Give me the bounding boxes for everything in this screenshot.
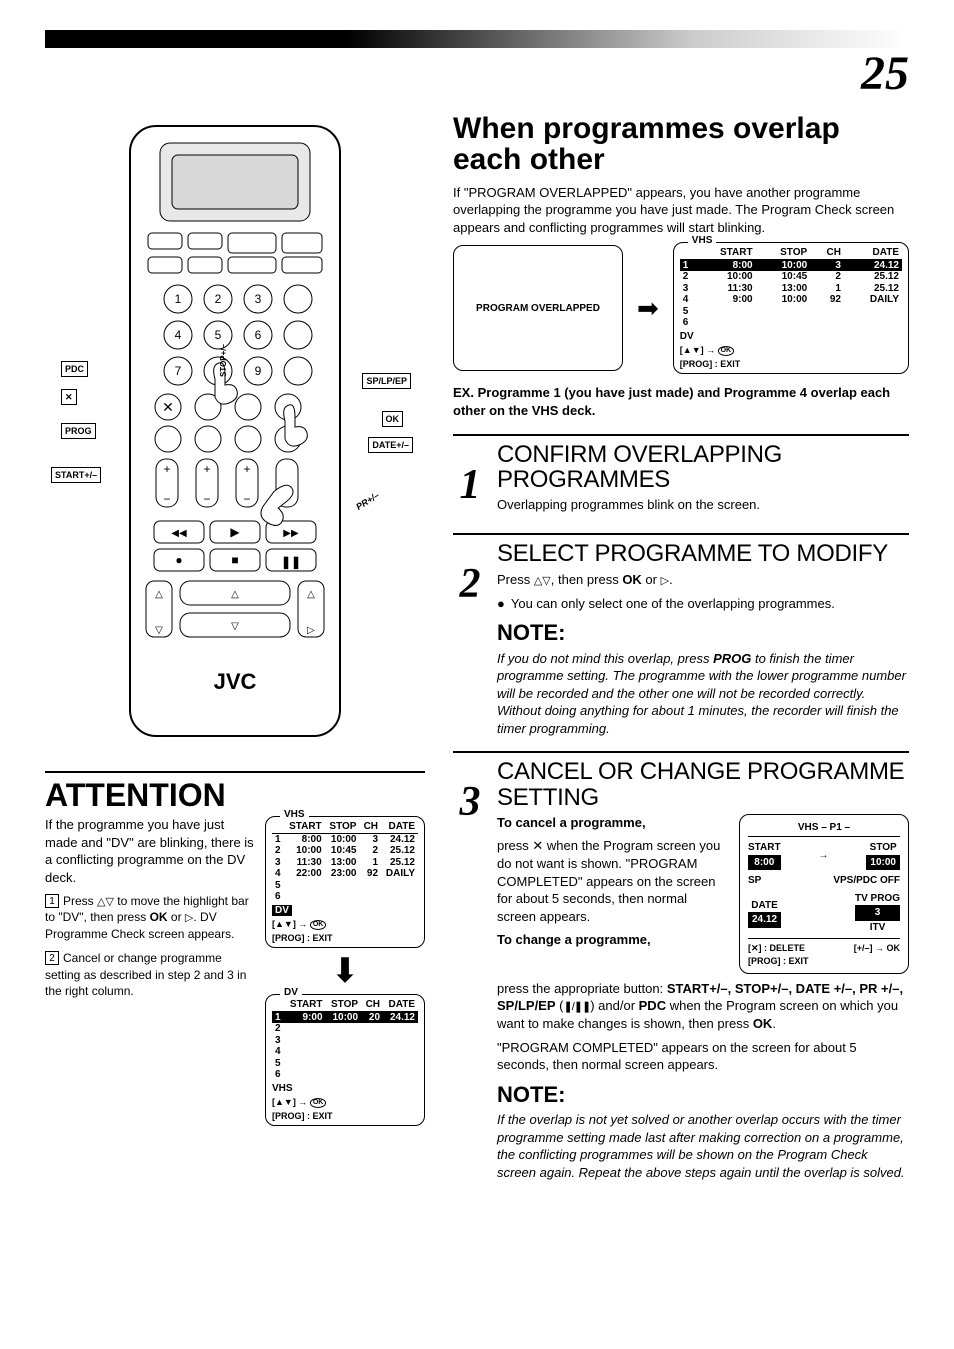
step2-bullet: ●You can only select one of the overlapp… [497,595,909,613]
svg-text:△: △ [231,589,239,600]
change-tail: "PROGRAM COMPLETED" appears on the scree… [497,1039,909,1074]
step3-note-body: If the overlap is not yet solved or anot… [497,1111,909,1181]
step2-heading: SELECT PROGRAMME TO MODIFY [497,541,909,566]
svg-text:−: − [163,492,170,506]
attention-item-2: 2Cancel or change programme setting as d… [45,950,255,999]
callout-prog: PROG [61,423,96,439]
arrow-right-icon: ➡ [629,295,667,321]
step3-note-heading: NOTE: [497,1080,909,1110]
callout-ok: OK [382,411,404,427]
svg-text:2: 2 [215,292,222,306]
svg-text:−: − [203,492,210,506]
osd-vhs-overlap: VHS STARTSTOPCHDATE18:0010:00324.12210:0… [673,242,909,374]
svg-text:▶: ▶ [230,525,240,539]
main-heading: When programmes overlap each other [453,113,909,176]
callout-pdc: PDC [61,361,88,377]
osd-program-p1: VHS – P1 – START 8:00 → STOP 10:00 SPVPS… [739,814,909,974]
page-number: 25 [45,42,909,107]
step-number-3: 3 [453,759,487,1181]
svg-text:▷: ▷ [307,625,315,636]
callout-date: DATE+/– [368,437,413,453]
svg-text:◀◀: ◀◀ [171,528,187,539]
osd-dv-attention: DV STARTSTOPCHDATE19:0010:002024.1223456… [265,994,425,1126]
svg-text:✕: ✕ [162,399,174,415]
svg-text:9: 9 [255,364,262,378]
osd-overlap-message: PROGRAM OVERLAPPED [453,245,623,371]
example-line: EX. Programme 1 (you have just made) and… [453,384,909,419]
svg-text:5: 5 [215,328,222,342]
svg-text:+: + [163,462,170,476]
svg-text:■: ■ [231,553,238,567]
step2-note-body: If you do not mind this overlap, press P… [497,650,909,738]
attention-item-1: 1Press △▽ to move the highlight bar to "… [45,893,255,943]
intro-paragraph: If "PROGRAM OVERLAPPED" appears, you hav… [453,184,909,237]
callout-splpep: SP/LP/EP [362,373,411,389]
step2-body: Press △▽, then press OK or ▷. [497,571,909,589]
step1-body: Overlapping programmes blink on the scre… [497,496,909,514]
svg-text:+: + [243,462,250,476]
svg-text:▽: ▽ [231,621,239,632]
svg-text:▽: ▽ [155,625,163,636]
callout-start: START+/– [51,467,101,483]
attention-heading: ATTENTION [45,779,425,813]
step2-note-heading: NOTE: [497,618,909,648]
svg-text:❚❚: ❚❚ [281,555,301,570]
step-number-2: 2 [453,541,487,737]
arrow-down-icon: ⬇ [265,954,425,988]
step-number-1: 1 [453,442,487,520]
osd-vhs-attention: VHS STARTSTOPCHDATE18:0010:00324.12210:0… [265,816,425,948]
svg-text:−: − [243,492,250,506]
callout-pr: PR+/– [350,487,384,516]
svg-text:1: 1 [175,292,182,306]
svg-text:+: + [203,462,210,476]
svg-text:3: 3 [255,292,262,306]
svg-text:▶▶: ▶▶ [283,528,299,539]
svg-text:7: 7 [175,364,182,378]
svg-text:△: △ [307,589,315,600]
svg-text:6: 6 [255,328,262,342]
svg-text:4: 4 [175,328,182,342]
svg-text:STOP+/–: STOP+/– [219,343,228,377]
step1-heading: CONFIRM OVERLAPPING PROGRAMMES [497,442,909,492]
svg-text:△: △ [155,589,163,600]
svg-text:●: ● [175,553,182,567]
attention-lead: If the programme you have just made and … [45,816,255,886]
remote-illustration: 1 2 3 4 5 6 7 9 ✕ [65,121,405,741]
step3-heading: CANCEL OR CHANGE PROGRAMME SETTING [497,759,909,809]
callout-x: ✕ [61,389,77,405]
change-body: press the appropriate button: START+/–, … [497,980,909,1033]
svg-text:JVC: JVC [214,669,257,694]
